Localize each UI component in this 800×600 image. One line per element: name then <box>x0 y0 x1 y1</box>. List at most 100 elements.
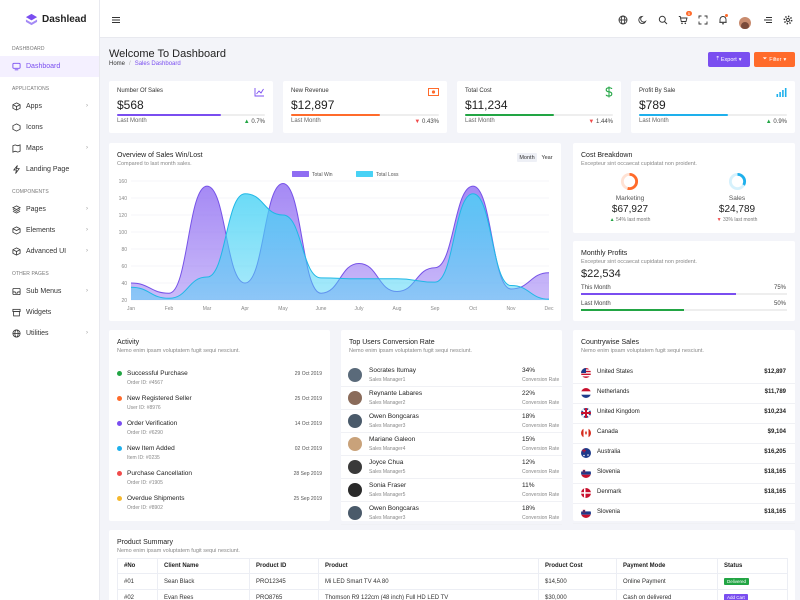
sidebar-item-widgets[interactable]: Widgets <box>0 302 99 323</box>
flag-ca-icon <box>581 428 591 438</box>
list-item[interactable]: New Registered Seller User ID: #8976 25 Oc… <box>109 394 330 416</box>
list-item[interactable]: New Item Added Item ID: #0235 02 Oct 2019 <box>109 444 330 466</box>
table-cell: #01 <box>117 573 158 590</box>
card-subtitle: Nemo enim ipsam voluptatem fugit sequi n… <box>349 348 472 354</box>
user-role: Sales Manager1 <box>369 377 406 383</box>
x-tick-label: Mar <box>203 306 212 312</box>
list-item[interactable]: Sonia Fraser Sales Manager5 11% Conversion … <box>341 480 562 502</box>
activity-sub: User ID: #8976 <box>127 405 161 411</box>
sidebar-item-label: Icons <box>26 124 43 131</box>
overview-chart: 20 40 60 80 100 120 140 160 Jan Feb Mar Apr May June J… <box>119 171 554 312</box>
sidebar-item-sub-menus[interactable]: Sub Menus › <box>0 281 99 302</box>
stat-label: Total Cost <box>465 88 492 94</box>
sidebar-item-advanced-ui[interactable]: Advanced UI › <box>0 241 99 262</box>
conversion-label: Conversion Rate <box>522 377 560 383</box>
list-item[interactable]: Owen Bongcaras Sales Manager3 18% Conversio… <box>341 411 562 433</box>
list-item[interactable]: Slovenia $18,165 <box>573 505 795 524</box>
inbox-icon <box>12 287 21 296</box>
flag-dk-icon <box>581 488 591 498</box>
activity-sub: Order ID: #8902 <box>127 505 163 511</box>
column-header: Client Name <box>157 558 250 574</box>
chevron-right-icon: › <box>86 145 88 151</box>
breadcrumb-current: Sales Dashboard <box>134 61 181 67</box>
x-tick-label: Oct <box>469 306 477 312</box>
profit-row-label: Last Month <box>581 301 611 307</box>
conversion-label: Conversion Rate <box>522 515 560 521</box>
breadcrumb-home[interactable]: Home <box>109 61 126 67</box>
sidebar-item-icons[interactable]: Icons <box>0 117 99 138</box>
sidebar-item-elements[interactable]: Elements › <box>0 220 99 241</box>
countrywise-sales-card: Countrywise Sales Nemo enim ipsam volupt… <box>573 330 795 524</box>
tab-month[interactable]: Month <box>517 153 537 162</box>
activity-sub: Order ID: #4567 <box>127 380 163 386</box>
column-header: Product <box>318 558 539 574</box>
table-cell: Delivered <box>717 573 788 590</box>
country-value: $9,104 <box>767 429 786 435</box>
list-item[interactable]: Reynante Labares Sales Manager2 22% Convers… <box>341 388 562 410</box>
conversion-pct: 11% <box>522 482 535 489</box>
conversion-pct: 15% <box>522 436 536 443</box>
cart-icon[interactable]: 5 <box>678 11 692 25</box>
stat-card-sales: Number Of Sales $568 Last Month ▲ 0.7% <box>109 81 273 133</box>
list-item[interactable]: Joyce Chua Sales Manager5 12% Conversion Ra… <box>341 457 562 479</box>
brand[interactable]: Dashlead <box>0 0 99 38</box>
table-row[interactable]: #01 Sean Black PRO12345 Mi LED Smart TV 4A … <box>117 573 788 590</box>
flag-uk-icon <box>581 408 591 418</box>
sidebar-item-apps[interactable]: Apps › <box>0 96 99 117</box>
export-button[interactable]: ⤒ Export ▾ <box>708 52 750 67</box>
list-item[interactable]: Netherlands $11,789 <box>573 385 795 404</box>
list-item[interactable]: Successful Purchase Order ID: #4567 29 Oct… <box>109 369 330 391</box>
fullscreen-icon[interactable] <box>698 15 708 25</box>
avatar <box>348 460 362 474</box>
list-item[interactable]: Canada $9,104 <box>573 425 795 444</box>
list-item[interactable]: United States $12,897 <box>573 365 795 384</box>
menu-toggle-icon[interactable] <box>111 15 121 25</box>
monthly-profits-card: Monthly Profits Excepteur sint occaecat … <box>573 241 795 321</box>
notification-bell-icon[interactable] <box>718 14 728 25</box>
sidebar-item-pages[interactable]: Pages › <box>0 199 99 220</box>
table-row[interactable]: #02 Evan Rees PRO8765 Thomson R9 122cm (48 … <box>117 589 788 600</box>
stat-change: ▼ 0.43% <box>414 119 439 125</box>
avatar[interactable] <box>739 17 751 29</box>
list-item[interactable]: Socrates Itumay Sales Manager1 34% Conversi… <box>341 365 562 387</box>
list-item[interactable]: Overdue Shipments Order ID: #8902 25 Sep 2… <box>109 494 330 516</box>
conversion-pct: 34% <box>522 367 536 374</box>
y-tick-label: 40 <box>121 281 127 287</box>
status-dot <box>117 471 122 476</box>
list-item[interactable]: Slovenia $18,165 <box>573 465 795 484</box>
search-icon[interactable] <box>658 15 668 25</box>
column-header: Payment Mode <box>616 558 718 574</box>
settings-gear-icon[interactable] <box>783 15 793 25</box>
list-item[interactable]: Owen Bongcaras Sales Manager3 18% Conversio… <box>341 503 562 525</box>
sidebar-item-landing-page[interactable]: Landing Page <box>0 159 99 180</box>
sidebar-item-utilities[interactable]: Utilities › <box>0 323 99 344</box>
list-item[interactable]: Mariane Galeon Sales Manager4 15% Conversio… <box>341 434 562 456</box>
line-chart-icon <box>254 88 264 97</box>
x-tick-label: Feb <box>165 306 174 312</box>
sidebar-item-maps[interactable]: Maps › <box>0 138 99 159</box>
sidebar-item-dashboard[interactable]: Dashboard <box>0 56 99 77</box>
filter-button[interactable]: ⏷ Filter ▾ <box>754 52 795 67</box>
dark-mode-moon-icon[interactable] <box>638 15 648 25</box>
activity-title: Order Verification <box>127 420 178 427</box>
column-header: Product ID <box>249 558 319 574</box>
list-item[interactable]: Order Verification Order ID: #6290 14 Oct … <box>109 419 330 441</box>
sidebar: Dashlead DASHBOARD Dashboard APPLICATION… <box>0 0 100 600</box>
y-tick-label: 20 <box>121 298 127 304</box>
tab-year[interactable]: Year <box>541 154 553 161</box>
stat-progress-fill <box>465 114 554 116</box>
country-name: Canada <box>597 429 619 435</box>
y-tick-label: 160 <box>119 179 128 185</box>
side-menu-icon[interactable] <box>763 15 773 25</box>
list-item[interactable]: Denmark $18,165 <box>573 485 795 504</box>
stat-foot: Last Month <box>639 118 669 124</box>
language-globe-icon[interactable] <box>618 15 628 25</box>
card-subtitle: Nemo enim ipsam voluptatem fugit sequi n… <box>581 348 704 354</box>
activity-date: 25 Sep 2019 <box>293 496 322 502</box>
list-item[interactable]: United Kingdom $10,234 <box>573 405 795 424</box>
avatar <box>348 414 362 428</box>
list-item[interactable]: Australia $16,205 <box>573 445 795 464</box>
chevron-down-icon: ▾ <box>783 56 787 63</box>
activity-date: 14 Oct 2019 <box>294 421 322 427</box>
list-item[interactable]: Purchase Cancellation Order ID: #1905 28 S… <box>109 469 330 491</box>
